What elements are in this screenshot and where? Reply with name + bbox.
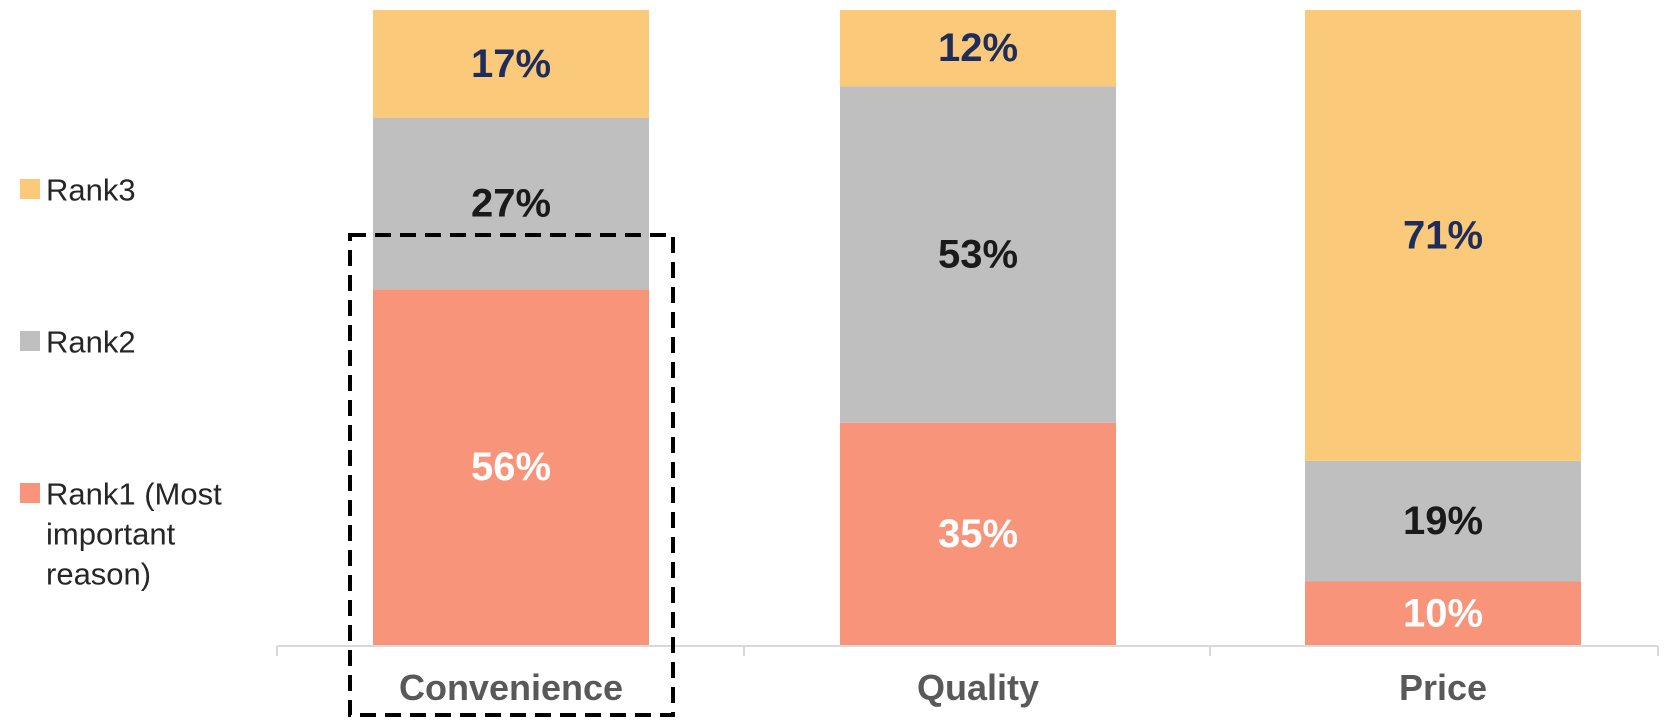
bar-price-rank1 — [1305, 581, 1581, 645]
data-label-convenience-rank3: 17% — [471, 42, 551, 86]
x-axis-label-quality: Quality — [917, 667, 1039, 708]
legend-label-rank1: important — [46, 517, 176, 552]
x-axis-label-convenience: Convenience — [399, 667, 623, 708]
highlight-box — [348, 233, 675, 717]
legend-label-rank1: Rank1 (Most — [46, 477, 222, 512]
legend: Rank3 Rank2 Rank1 (Most important reason) — [20, 173, 222, 592]
data-label-convenience-rank2: 27% — [471, 182, 551, 226]
data-label-price-rank3: 71% — [1403, 213, 1483, 257]
data-label-price-rank2: 19% — [1403, 499, 1483, 543]
bar-price-rank2 — [1305, 460, 1581, 582]
data-label-quality-rank2: 53% — [938, 232, 1018, 276]
legend-label-rank2: Rank2 — [46, 325, 136, 360]
bars — [373, 10, 1581, 645]
bar-convenience-rank2 — [373, 117, 649, 290]
bar-quality-rank2 — [840, 86, 1116, 423]
bar-price-rank3 — [1305, 10, 1581, 461]
data-label-price-rank1: 10% — [1403, 591, 1483, 635]
legend-swatch-rank2 — [20, 331, 40, 351]
x-axis-labels: Convenience Quality Price — [399, 667, 1487, 708]
data-label-quality-rank3: 12% — [938, 26, 1018, 70]
x-axis-ticks — [276, 646, 1659, 656]
bar-convenience-rank3 — [373, 10, 649, 118]
bar-convenience-rank1 — [373, 289, 649, 645]
bar-quality-rank1 — [840, 422, 1116, 645]
legend-swatch-rank1 — [20, 483, 40, 503]
x-axis-label-price: Price — [1399, 667, 1487, 708]
data-labels: 56% 27% 17% 35% 53% 12% 10% 19% 71% — [471, 26, 1483, 635]
legend-label-rank3: Rank3 — [46, 173, 136, 208]
data-label-convenience-rank1: 56% — [471, 445, 551, 489]
bar-quality-rank3 — [840, 10, 1116, 87]
legend-swatch-rank3 — [20, 179, 40, 199]
legend-label-rank1: reason) — [46, 557, 151, 592]
data-label-quality-rank1: 35% — [938, 512, 1018, 556]
